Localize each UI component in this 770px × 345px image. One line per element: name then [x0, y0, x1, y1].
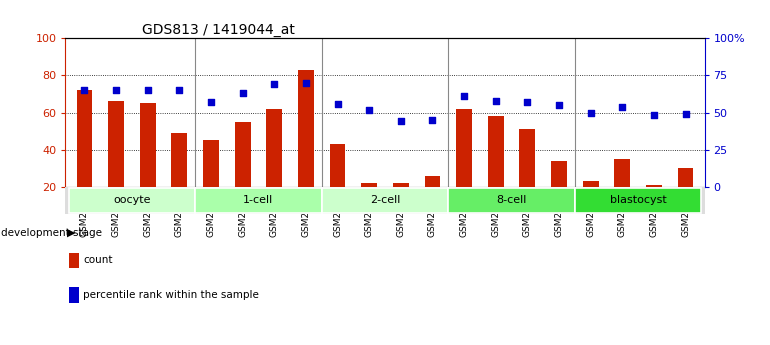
Text: blastocyst: blastocyst: [610, 196, 667, 206]
Bar: [551, 161, 567, 187]
Bar: [583, 181, 598, 187]
Bar: [678, 168, 694, 187]
Point: [79, 87, 91, 93]
Point: [427, 117, 439, 123]
Bar: [322, 188, 448, 213]
Bar: [235, 122, 250, 187]
Bar: [298, 70, 314, 187]
Bar: [266, 109, 282, 187]
Point: [458, 93, 470, 99]
Text: oocyte: oocyte: [113, 196, 151, 206]
Text: 1-cell: 1-cell: [243, 196, 273, 206]
Point: [490, 98, 502, 104]
Bar: [195, 188, 322, 213]
Bar: [203, 140, 219, 187]
Point: [648, 113, 660, 118]
Bar: [76, 90, 92, 187]
Text: count: count: [83, 256, 112, 265]
Bar: [456, 109, 472, 187]
Point: [395, 119, 407, 124]
Point: [616, 104, 628, 109]
Point: [521, 99, 534, 105]
Point: [679, 111, 691, 117]
Bar: [330, 144, 346, 187]
Bar: [646, 185, 662, 187]
Bar: [448, 188, 575, 213]
Text: GDS813 / 1419044_at: GDS813 / 1419044_at: [142, 23, 295, 37]
Point: [584, 110, 597, 115]
Bar: [424, 176, 440, 187]
Bar: [140, 103, 156, 187]
Point: [363, 107, 375, 112]
Text: development stage: development stage: [1, 228, 102, 238]
Bar: [108, 101, 124, 187]
Text: 8-cell: 8-cell: [497, 196, 527, 206]
Point: [110, 87, 122, 93]
Bar: [361, 183, 377, 187]
Point: [553, 102, 565, 108]
Bar: [614, 159, 630, 187]
Bar: [575, 188, 701, 213]
Point: [173, 87, 186, 93]
Text: 2-cell: 2-cell: [370, 196, 400, 206]
Point: [236, 90, 249, 96]
Point: [300, 80, 312, 86]
Bar: [69, 188, 195, 213]
Bar: [172, 133, 187, 187]
Point: [142, 87, 154, 93]
Point: [205, 99, 217, 105]
Point: [268, 81, 280, 87]
Bar: [520, 129, 535, 187]
Bar: [393, 183, 409, 187]
Text: percentile rank within the sample: percentile rank within the sample: [83, 290, 259, 300]
Bar: [488, 116, 504, 187]
Text: ▶: ▶: [67, 228, 75, 238]
Point: [331, 101, 343, 106]
